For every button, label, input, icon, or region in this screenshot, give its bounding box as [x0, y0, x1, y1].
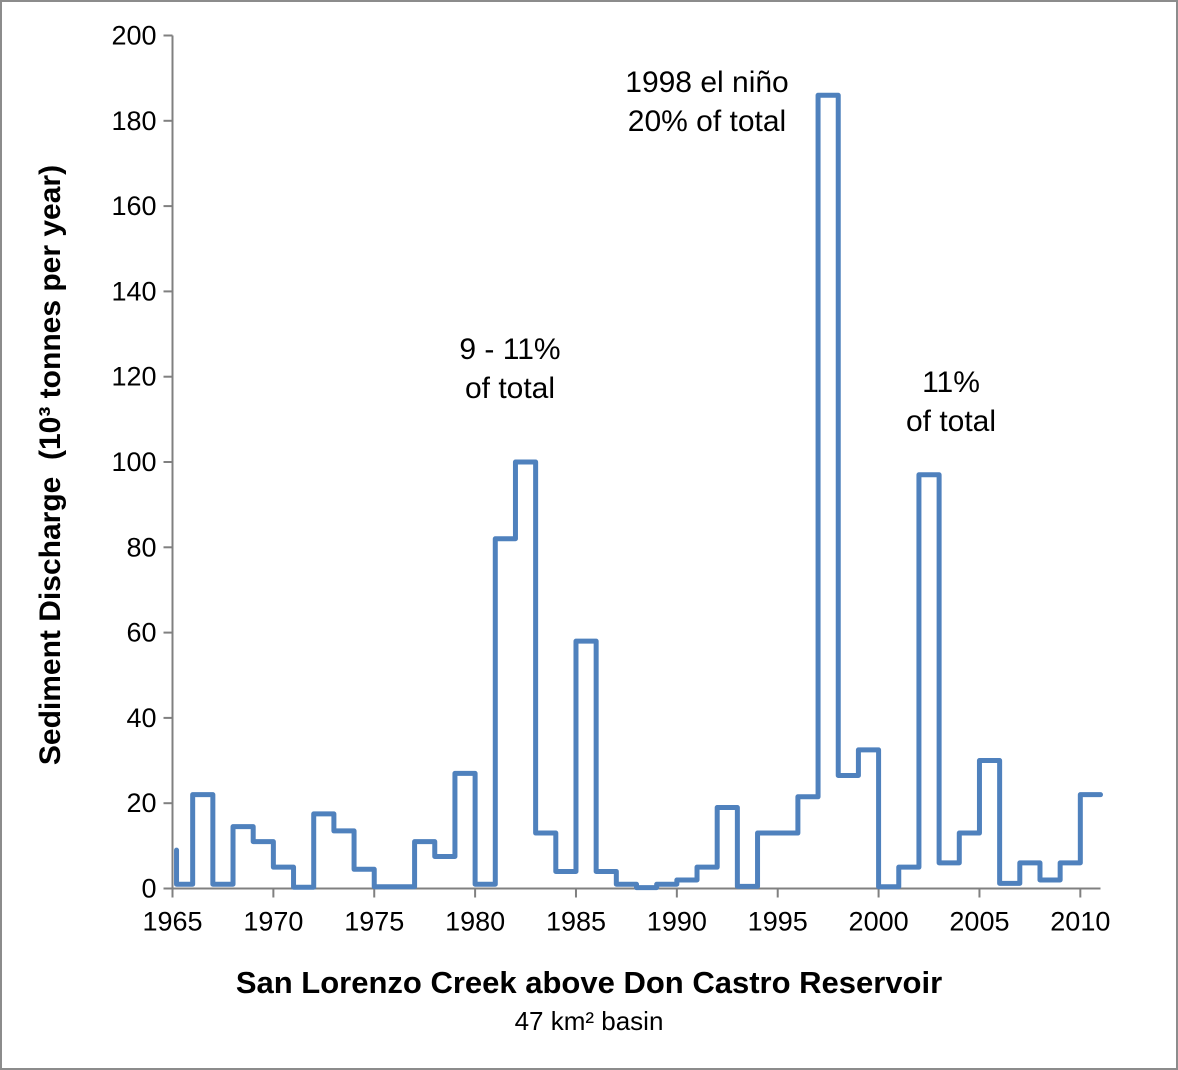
x-tick-label: 1980: [445, 907, 505, 937]
y-tick-label: 40: [126, 703, 156, 733]
annotation-11-of-total: 11% of total: [906, 363, 996, 441]
y-tick-label: 60: [126, 618, 156, 648]
y-tick-label: 180: [111, 106, 156, 136]
annotation-line: 1998 el niño: [625, 66, 789, 99]
annotation-line: 9 - 11%: [459, 333, 561, 366]
y-tick-label: 120: [111, 362, 156, 392]
annotation-9-11-of-total: 9 - 11% of total: [459, 330, 560, 408]
chart-subtitle: 47 km² basin: [514, 1006, 664, 1036]
y-tick-label: 140: [111, 276, 156, 306]
discharge-step-line: [174, 92, 1103, 891]
x-tick-label: 2000: [849, 907, 909, 937]
x-tick-label: 2005: [949, 907, 1009, 937]
x-tick-label: 2010: [1050, 907, 1110, 937]
annotation-line: of total: [464, 372, 556, 405]
annotation-line: 20% of total: [627, 105, 787, 138]
y-tick-label: 20: [126, 788, 156, 818]
x-tick-label: 1975: [344, 907, 404, 937]
annotation-1998-el-nino: 1998 el niño 20% of total: [625, 63, 788, 141]
y-tick-label: 100: [111, 447, 156, 477]
y-tick-label: 200: [111, 21, 156, 51]
y-tick-label: 160: [111, 191, 156, 221]
x-tick-label: 1965: [142, 907, 202, 937]
x-tick-label: 1990: [647, 907, 707, 937]
y-axis-title: Sediment Discharge (10³ tonnes per year): [34, 164, 67, 766]
annotation-line: of total: [905, 405, 997, 438]
y-tick-label: 0: [141, 874, 156, 904]
x-tick-label: 1970: [243, 907, 303, 937]
chart-title: San Lorenzo Creek above Don Castro Reser…: [235, 965, 943, 1000]
y-tick-label: 80: [126, 532, 156, 562]
annotation-line: 11%: [922, 366, 980, 399]
x-tick-label: 1995: [748, 907, 808, 937]
x-tick-label: 1985: [546, 907, 606, 937]
